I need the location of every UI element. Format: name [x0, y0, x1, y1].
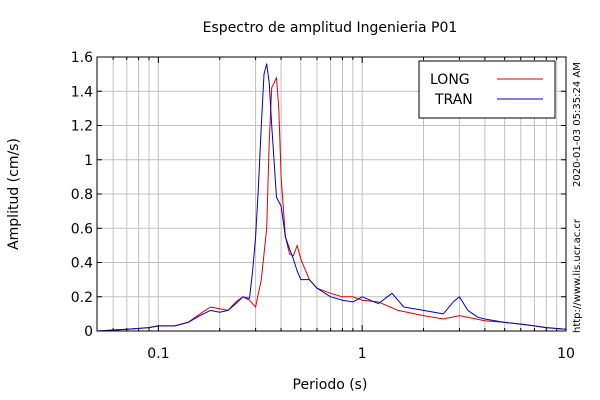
timestamp-text: 2020-01-03 05:35:24 AM: [572, 62, 583, 187]
series-layer: [96, 63, 567, 332]
x-tick-label: 0.1: [147, 346, 169, 362]
x-axis-label: Periodo (s): [293, 377, 368, 393]
y-tick-label: 1.2: [71, 119, 93, 135]
y-tick-labels: 0 0.2 0.4 0.6 0.8 1 1.2 1.4 1.6: [71, 50, 93, 340]
y-tick-label: 0.8: [71, 187, 93, 203]
url-text: http://www.lis.ucr.ac.cr: [572, 218, 583, 333]
legend: LONG TRAN: [418, 60, 556, 119]
y-tick-label: 1.6: [71, 50, 93, 66]
series-line-long: [96, 77, 567, 332]
x-tick-labels: 0.1 1 10: [147, 346, 575, 362]
legend-label-tran: TRAN: [434, 92, 473, 108]
tick-layer: [96, 56, 566, 332]
legend-label-long: LONG: [430, 72, 470, 88]
x-tick-label: 1: [358, 346, 367, 362]
y-tick-label: 0.6: [71, 221, 93, 237]
y-axis-label: Amplitud (cm/s): [6, 138, 22, 250]
y-tick-label: 0.4: [71, 256, 93, 272]
y-tick-label: 0: [84, 324, 93, 340]
y-tick-label: 0.2: [71, 290, 93, 306]
series-line-tran: [96, 63, 567, 332]
x-tick-label: 10: [557, 346, 575, 362]
y-tick-label: 1: [84, 153, 93, 169]
chart-title: Espectro de amplitud Ingenieria P01: [203, 20, 458, 36]
y-tick-label: 1.4: [71, 84, 93, 100]
legend-box: [418, 60, 556, 119]
